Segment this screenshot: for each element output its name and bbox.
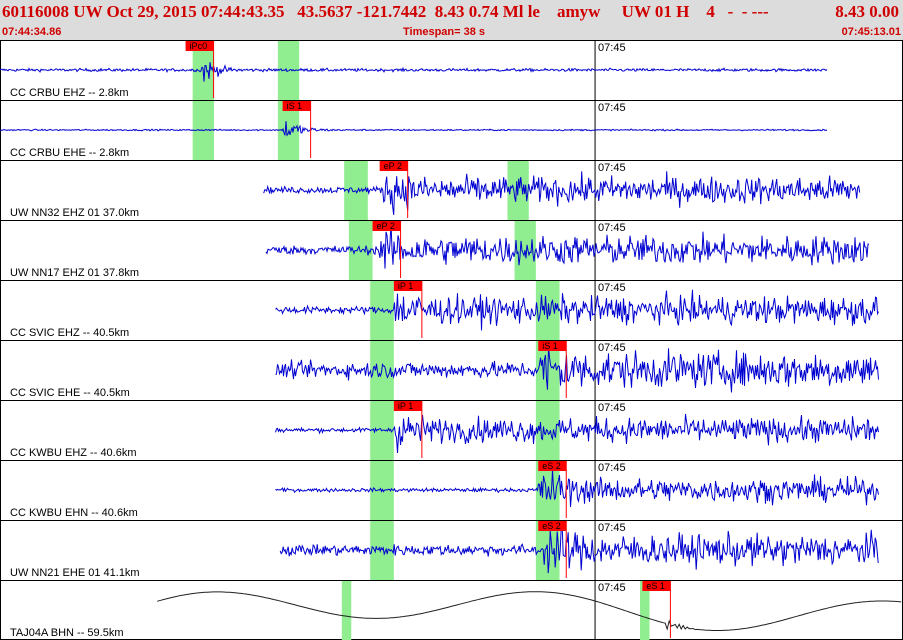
pick-label: iS 1	[287, 101, 303, 111]
waveform-trace	[157, 591, 902, 631]
pick-flag	[393, 281, 422, 291]
time-tick-label: 07:45	[598, 522, 626, 534]
station-label: CC CRBU EHZ -- 2.8km	[10, 87, 129, 99]
station-label: CC SVIC EHZ -- 40.5km	[10, 327, 129, 339]
event-summary-title: 60116008 UW Oct 29, 2015 07:44:43.35 43.…	[2, 2, 769, 21]
time-tick-label: 07:45	[598, 102, 626, 114]
station-label: CC SVIC EHE -- 40.5km	[10, 387, 130, 399]
end-time-label: 07:45:13.01	[841, 26, 901, 38]
trace-panel-7: 07:45 eS 2 CC KWBU EHN -- 40.6km	[0, 460, 903, 520]
pick-label: eP 2	[384, 161, 402, 171]
pick-label: iPc0	[190, 41, 208, 51]
station-label: UW NN17 EHZ 01 37.8km	[10, 267, 139, 279]
time-tick-label: 07:45	[598, 282, 626, 294]
trace-panel-4: 07:45 iP 1 CC SVIC EHZ -- 40.5km	[0, 280, 903, 340]
pick-label: eS 2	[542, 461, 561, 471]
seismogram-chart[interactable]: 07:45 iPc0 CC CRBU EHZ -- 2.8km 07:45 iS 1 CC…	[0, 40, 903, 640]
station-label: CC KWBU EHN -- 40.6km	[10, 507, 138, 519]
trace-panel-2: 07:45 eP 2 UW NN32 EHZ 01 37.0km	[0, 160, 903, 220]
pick-label: iP 1	[398, 401, 413, 411]
time-tick-label: 07:45	[598, 462, 626, 474]
station-label: CC CRBU EHE -- 2.8km	[10, 147, 129, 159]
pick-flag	[379, 161, 408, 171]
trace-panel-0: 07:45 iPc0 CC CRBU EHZ -- 2.8km	[0, 41, 828, 100]
waveform-trace	[275, 289, 879, 331]
pick-window-9-0	[341, 581, 352, 640]
pick-flag	[393, 401, 422, 411]
pick-label: eP 2	[377, 221, 395, 231]
pick-label: eS 1	[646, 581, 665, 591]
pick-window-8-0	[370, 521, 394, 580]
station-label: TAJ04A BHN -- 59.5km	[10, 627, 124, 639]
pick-flag	[538, 521, 567, 531]
waveform-trace	[0, 62, 828, 82]
waveform-trace	[275, 413, 879, 454]
trace-panel-9: 07:45 eS 1 TAJ04A BHN -- 59.5km	[0, 580, 903, 640]
waveform-trace	[275, 347, 879, 393]
pick-flag	[372, 221, 401, 231]
waveform-trace	[265, 221, 870, 269]
pick-label: iS 1	[542, 341, 558, 351]
timespan-label: Timespan= 38 s	[403, 26, 486, 38]
pick-window-3-0	[348, 221, 373, 280]
pick-flag	[642, 581, 671, 591]
event-magnitude-readout: 8.43 0.00	[835, 2, 899, 21]
station-label: UW NN21 EHE 01 41.1km	[10, 567, 140, 579]
time-tick-label: 07:45	[598, 222, 626, 234]
time-tick-label: 07:45	[598, 162, 626, 174]
waveform-trace	[0, 121, 828, 137]
trace-panel-5: 07:45 iS 1 CC SVIC EHE -- 40.5km	[0, 340, 903, 400]
trace-panel-3: 07:45 eP 2 UW NN17 EHZ 01 37.8km	[0, 220, 903, 280]
pick-window-9-1	[640, 581, 650, 640]
time-tick-label: 07:45	[598, 342, 626, 354]
waveform-trace	[263, 171, 861, 215]
trace-panel-8: 07:45 eS 2 UW NN21 EHE 01 41.1km	[0, 520, 903, 580]
pick-flag	[538, 461, 567, 471]
pick-label: iP 1	[398, 281, 413, 291]
start-time-label: 07:44:34.86	[2, 26, 62, 38]
trace-panel-1: 07:45 iS 1 CC CRBU EHE -- 2.8km	[0, 100, 903, 160]
pick-flag	[538, 341, 567, 351]
station-label: CC KWBU EHZ -- 40.6km	[10, 447, 137, 459]
time-tick-label: 07:45	[598, 402, 626, 414]
time-tick-label: 07:45	[598, 42, 626, 54]
waveform-trace	[279, 524, 879, 574]
waveform-trace	[275, 469, 879, 507]
time-tick-label: 07:45	[598, 582, 626, 594]
pick-flag	[282, 101, 311, 111]
header-bar: 60116008 UW Oct 29, 2015 07:44:43.35 43.…	[0, 0, 903, 40]
station-label: UW NN32 EHZ 01 37.0km	[10, 207, 139, 219]
pick-flag	[185, 41, 214, 51]
trace-panel-6: 07:45 iP 1 CC KWBU EHZ -- 40.6km	[0, 400, 903, 460]
pick-label: eS 2	[542, 521, 561, 531]
